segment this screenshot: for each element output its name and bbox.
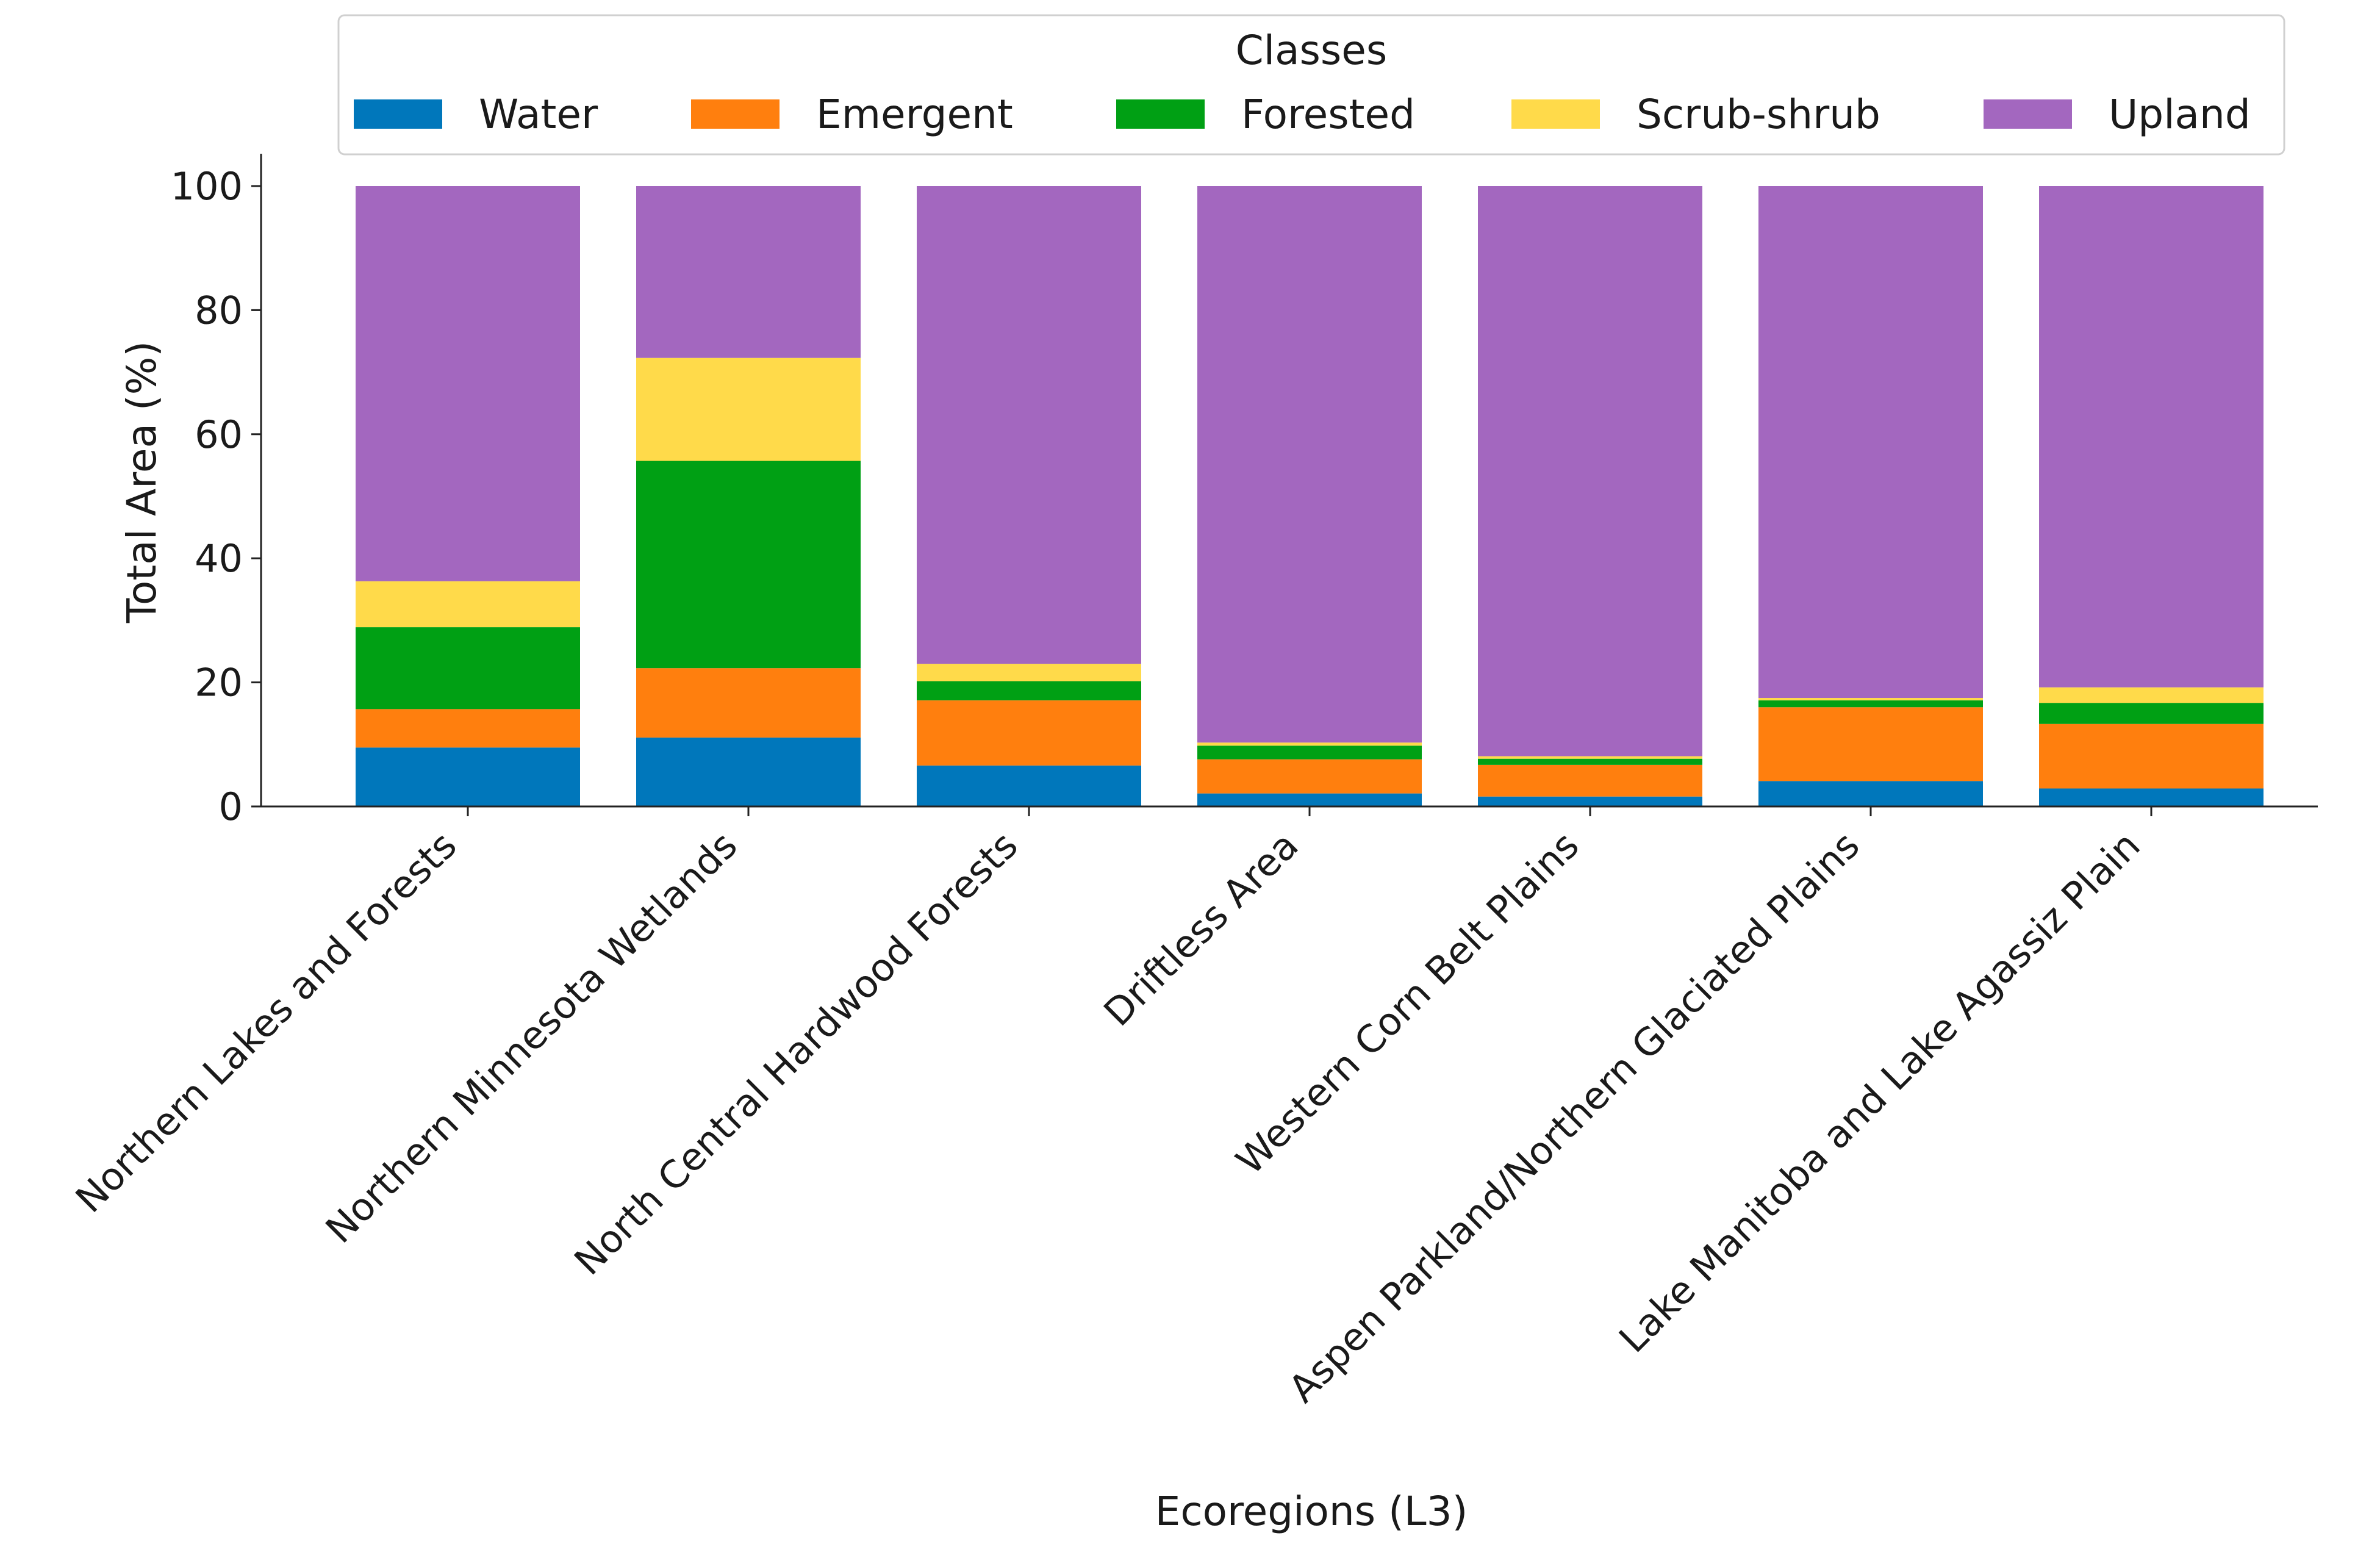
x-tick-label: Driftless Area [1095, 823, 1307, 1035]
bar-segment-upland [1478, 186, 1702, 756]
y-tick-label: 0 [219, 785, 243, 829]
bar-stack [1758, 186, 1983, 806]
bar-stack [356, 186, 580, 806]
bar-stack [2039, 186, 2264, 806]
bar-segment-upland [1197, 186, 1422, 743]
bar-segment-upland [636, 186, 861, 358]
bar-segment-water [917, 765, 1141, 806]
bar-segment-scrub-shrub [356, 581, 580, 628]
y-tick-label: 80 [195, 288, 243, 332]
bar-segment-water [356, 747, 580, 806]
bar-stack [1197, 186, 1422, 806]
bar-segment-water [1758, 781, 1983, 806]
bar-segment-scrub-shrub [1758, 698, 1983, 701]
bar-segment-upland [917, 186, 1141, 664]
legend-label: Emergent [816, 91, 1013, 138]
bar-segment-upland [1758, 186, 1983, 698]
legend-items: Water Emergent Forested Scrub-shrub Upland [354, 91, 2251, 138]
legend-swatch [1984, 99, 2072, 129]
bar-segment-emergent [636, 668, 861, 738]
bar-segment-water [636, 738, 861, 806]
legend-label: Forested [1241, 91, 1415, 138]
bar-stack [636, 186, 861, 806]
bar-segment-forested [1197, 745, 1422, 759]
legend-frame [337, 14, 2285, 156]
bar-segment-forested [1478, 758, 1702, 765]
x-tick-label: Aspen Parkland/Northern Glaciated Plains [1280, 823, 1868, 1411]
legend-item: Forested [1116, 91, 1415, 138]
legend-item: Upland [1984, 91, 2251, 138]
legend-swatch [354, 99, 442, 129]
legend-swatch [691, 99, 780, 129]
bar-segment-emergent [1478, 764, 1702, 797]
bar-segment-forested [917, 681, 1141, 701]
bar-segment-scrub-shrub [1197, 742, 1422, 746]
y-axis-label: Total Area (%) [118, 341, 165, 623]
legend-swatch [1116, 99, 1205, 129]
y-tick-label: 40 [195, 536, 243, 581]
bar-segment-forested [2039, 703, 2264, 724]
x-tick-label: North Central Hardwood Forests [565, 823, 1026, 1284]
legend-label: Upland [2109, 91, 2251, 138]
bar-segment-forested [356, 627, 580, 709]
legend-item: Scrub-shrub [1511, 91, 1880, 138]
bar-segment-forested [636, 461, 861, 669]
bar-segment-water [2039, 788, 2264, 806]
x-axis-label: Ecoregions (L3) [1155, 1488, 1468, 1535]
bar-segment-forested [1758, 700, 1983, 708]
bar-segment-scrub-shrub [2039, 687, 2264, 703]
y-tick-label: 60 [195, 412, 243, 457]
legend: Classes Water Emergent Forested Scrub-shrub… [337, 14, 2285, 156]
legend-item: Emergent [691, 91, 1013, 138]
bar-segment-scrub-shrub [636, 357, 861, 461]
bar-stack [1478, 186, 1702, 806]
bar-segment-emergent [1197, 759, 1422, 794]
bar-segment-emergent [917, 700, 1141, 766]
bar-segment-upland [2039, 186, 2264, 688]
bar-segment-emergent [356, 709, 580, 748]
bar-segment-water [1478, 796, 1702, 806]
bar-segment-upland [356, 186, 580, 581]
bar-segment-emergent [2039, 724, 2264, 789]
bar-segment-emergent [1758, 707, 1983, 781]
y-tick-label: 100 [171, 164, 243, 209]
bars [356, 186, 2264, 806]
y-tick-label: 20 [195, 661, 243, 705]
bar-segment-scrub-shrub [1478, 756, 1702, 759]
bar-stack [917, 186, 1141, 806]
y-ticks: 0 20 40 60 80 100 [171, 164, 261, 829]
x-tick-label: Lake Manitoba and Lake Agassiz Plain [1610, 823, 2148, 1361]
legend-label: Water [479, 91, 598, 138]
legend-title: Classes [1236, 27, 1388, 74]
legend-label: Scrub-shrub [1636, 91, 1880, 138]
legend-swatch [1511, 99, 1600, 129]
legend-item: Water [354, 91, 598, 138]
bar-segment-scrub-shrub [917, 664, 1141, 681]
bar-segment-water [1197, 793, 1422, 806]
